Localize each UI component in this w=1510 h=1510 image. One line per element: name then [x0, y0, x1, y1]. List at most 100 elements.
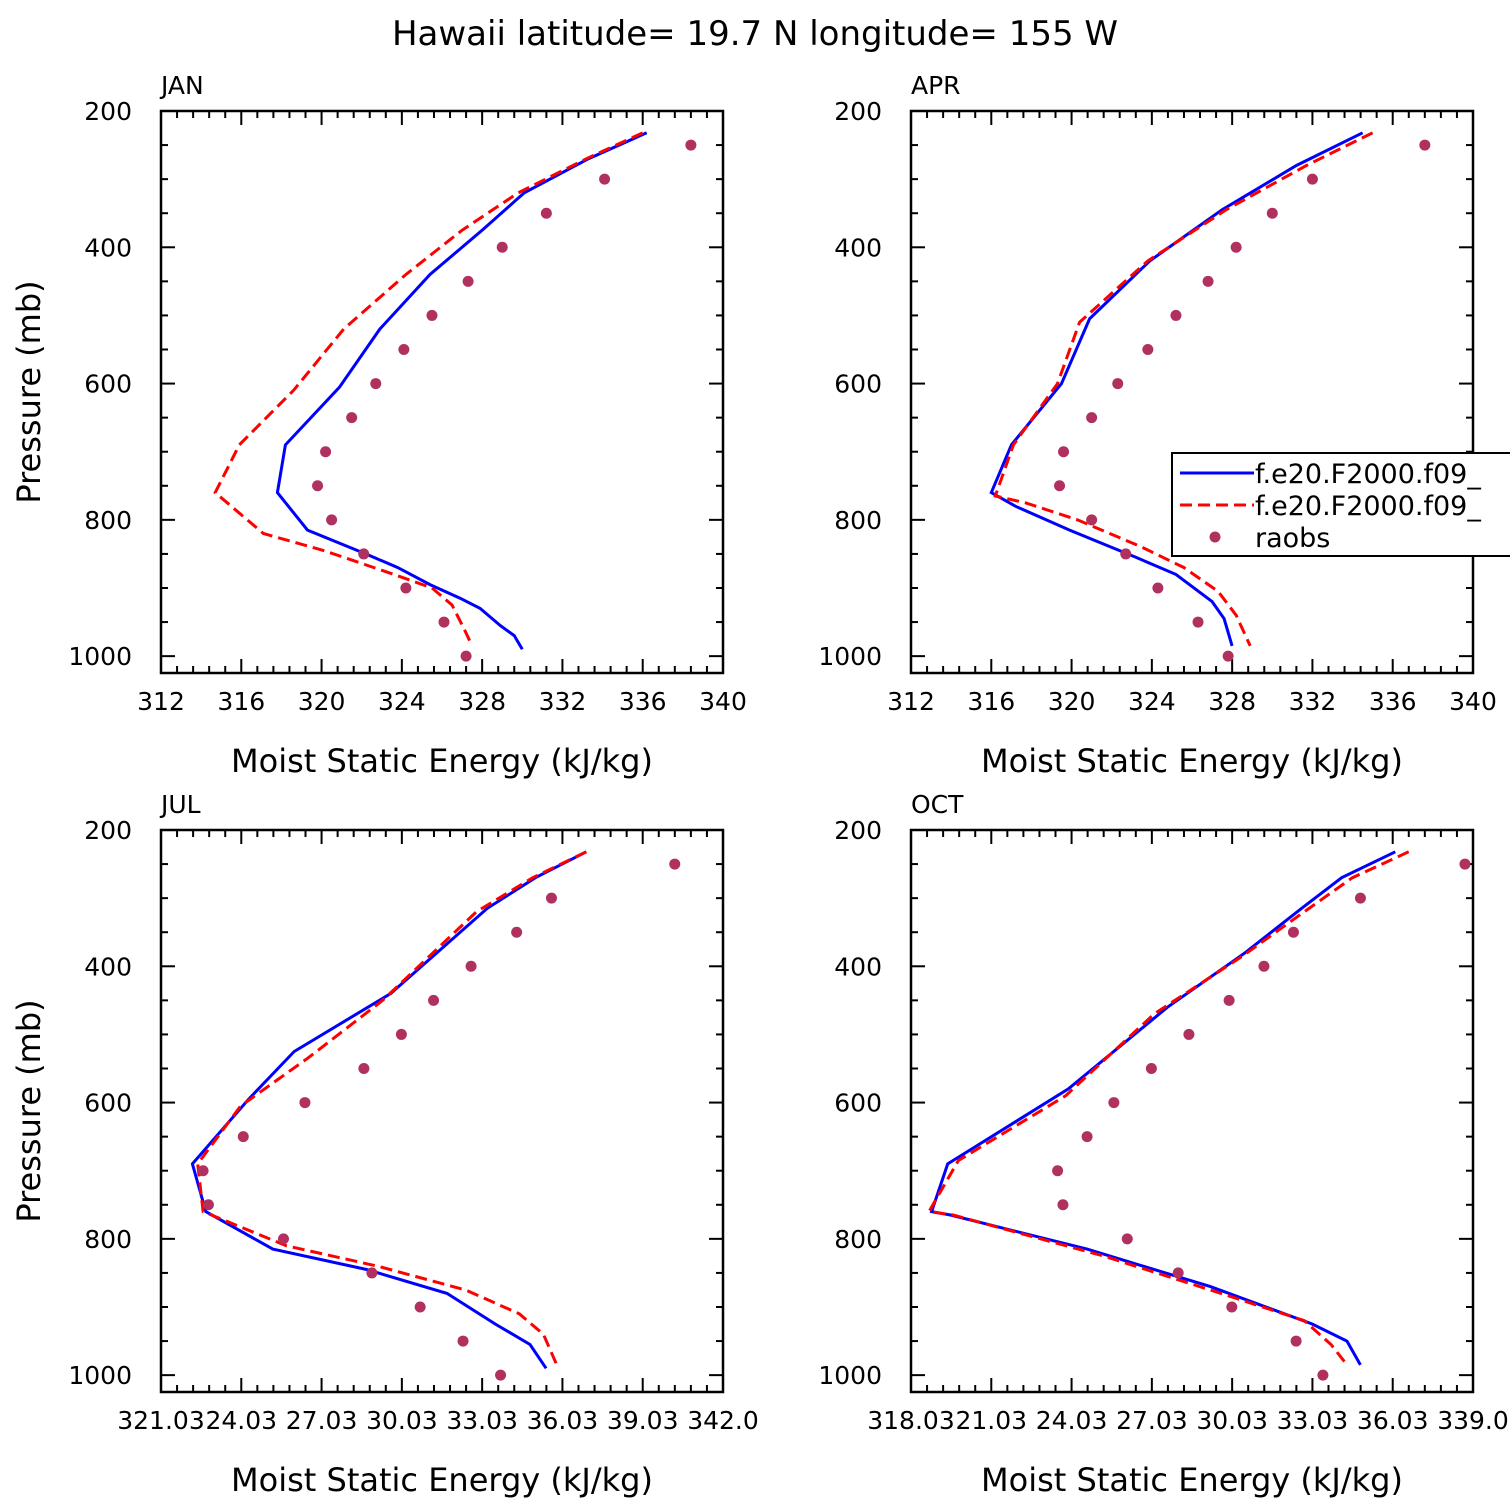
panels: 312 316 320 324 328 332 336 340 200 400 600 800 1000… [10, 71, 1509, 1499]
x-tick-label: 328 [458, 687, 506, 716]
legend-label: raobs [1255, 523, 1330, 554]
series-line-solid-blue [989, 131, 1364, 647]
x-tick-label: 36.03 [1357, 1406, 1429, 1435]
raobs-point [1354, 892, 1366, 904]
raobs-point [495, 1369, 507, 1381]
y-axis-label: Pressure (mb) [10, 999, 48, 1222]
x-tick-label: 312 [887, 687, 935, 716]
raobs-point [1145, 1062, 1157, 1074]
raobs-point [277, 1233, 289, 1245]
raobs-point [465, 960, 477, 972]
x-tick-label: 316 [217, 687, 265, 716]
x-tick-label: 36.03 [527, 1406, 599, 1435]
y-tick-label: 400 [84, 233, 132, 262]
x-axis-label: Moist Static Energy (kJ/kg) [231, 742, 653, 780]
raobs-point [540, 207, 552, 219]
x-axis-label: Moist Static Energy (kJ/kg) [981, 742, 1403, 780]
raobs-point [370, 378, 382, 390]
y-tick-label: 200 [84, 816, 132, 845]
raobs-point [1183, 1028, 1195, 1040]
legend-label: f.e20.F2000.f09_ [1255, 459, 1481, 490]
panel-oct: 318.03 21.03 24.03 27.03 30.03 33.03 36.03 339.… [818, 790, 1508, 1499]
legend: f.e20.F2000.f09_f.e20.F2000.f09_raobs [1171, 452, 1510, 557]
raobs-point [685, 139, 697, 151]
raobs-point [1266, 207, 1278, 219]
raobs-point [1172, 1267, 1184, 1279]
y-tick-label: 400 [84, 952, 132, 981]
raobs-point [1170, 309, 1182, 321]
raobs-point [320, 446, 332, 458]
x-tick-label: 324 [1128, 687, 1176, 716]
x-tick-label: 320 [298, 687, 346, 716]
raobs-point [1317, 1369, 1329, 1381]
y-tick-label: 600 [834, 1089, 882, 1118]
panel-jul: 321.03 24.03 27.03 30.03 33.03 36.03 39.03 342.… [10, 790, 759, 1499]
x-tick-label: 340 [1449, 687, 1497, 716]
raobs-point [599, 173, 611, 185]
series-line-solid-blue [190, 850, 587, 1370]
raobs-point [1086, 514, 1098, 526]
series-line-dashed-red [213, 131, 644, 647]
plot-frame [159, 828, 725, 1394]
plot-frame [909, 109, 1475, 675]
raobs-point [1152, 582, 1164, 594]
x-tick-label: 328 [1208, 687, 1256, 716]
raobs-point [545, 892, 557, 904]
x-axis-label: Moist Static Energy (kJ/kg) [981, 1461, 1403, 1499]
raobs-point [358, 548, 370, 560]
raobs-point [1142, 343, 1154, 355]
y-tick-label: 600 [834, 370, 882, 399]
raobs-point [1306, 173, 1318, 185]
raobs-point [400, 582, 412, 594]
raobs-point [462, 275, 474, 287]
legend-marker-raobs [1209, 531, 1221, 543]
x-tick-label: 320 [1048, 687, 1096, 716]
y-axis-label: Pressure (mb) [10, 280, 48, 503]
y-tick-label: 1000 [818, 642, 882, 671]
legend-box [1171, 452, 1510, 557]
x-axis-label: Moist Static Energy (kJ/kg) [231, 1461, 653, 1499]
x-tick-label: 332 [1289, 687, 1337, 716]
y-tick-label: 600 [84, 370, 132, 399]
x-tick-label: 33.03 [446, 1406, 518, 1435]
x-tick-label: 21.03 [955, 1406, 1027, 1435]
x-tick-label: 321.03 [117, 1406, 204, 1435]
x-tick-label: 30.03 [366, 1406, 438, 1435]
x-tick-label: 332 [539, 687, 587, 716]
x-tick-label: 27.03 [1116, 1406, 1188, 1435]
raobs-point [457, 1335, 469, 1347]
panel-label-jan: JAN [159, 71, 204, 100]
raobs-point [1086, 412, 1098, 424]
raobs-point [1202, 275, 1214, 287]
raobs-point [395, 1028, 407, 1040]
x-tick-label: 342.0 [687, 1406, 759, 1435]
x-tick-label: 312 [137, 687, 185, 716]
raobs-point [398, 343, 410, 355]
x-tick-label: 33.03 [1277, 1406, 1349, 1435]
raobs-point [1108, 1097, 1120, 1109]
x-tick-label: 340 [699, 687, 747, 716]
raobs-point [1054, 480, 1066, 492]
raobs-point [1121, 1233, 1133, 1245]
y-tick-label: 400 [834, 952, 882, 981]
raobs-point [1459, 858, 1471, 870]
legend-label: f.e20.F2000.f09_ [1255, 491, 1481, 522]
raobs-point [1419, 139, 1431, 151]
raobs-point [426, 309, 438, 321]
raobs-point [1192, 616, 1204, 628]
series-line-dashed-red [993, 131, 1374, 647]
raobs-point [1081, 1131, 1093, 1143]
y-tick-label: 800 [84, 1225, 132, 1254]
raobs-point [669, 858, 681, 870]
raobs-point [414, 1301, 426, 1313]
raobs-point [1258, 960, 1270, 972]
x-tick-label: 339.0 [1437, 1406, 1509, 1435]
x-tick-label: 336 [619, 687, 667, 716]
raobs-point [1120, 548, 1132, 560]
y-tick-label: 1000 [818, 1361, 882, 1390]
raobs-point [326, 514, 338, 526]
raobs-point [428, 994, 440, 1006]
y-tick-label: 600 [84, 1089, 132, 1118]
y-tick-label: 1000 [68, 642, 132, 671]
raobs-point [1223, 994, 1235, 1006]
